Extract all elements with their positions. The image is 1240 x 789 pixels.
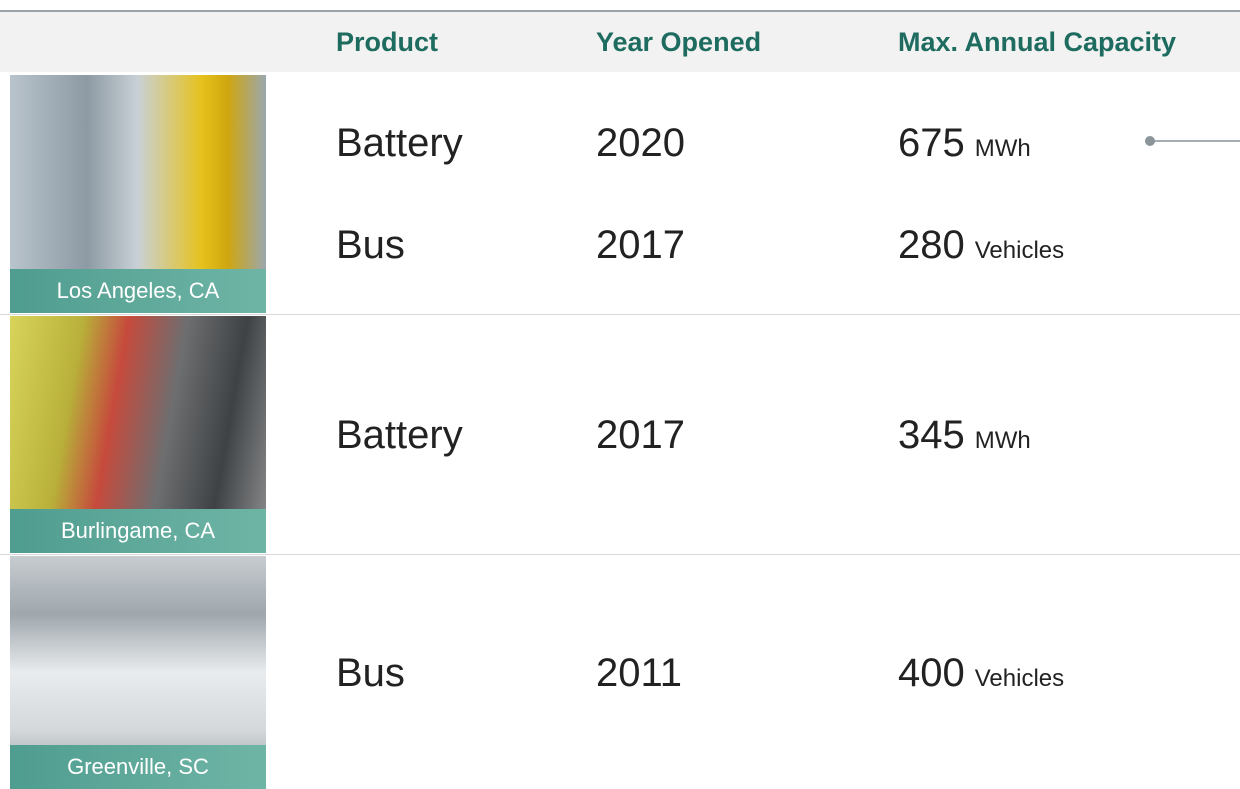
unit: MWh — [974, 135, 1031, 162]
year: 2020 — [596, 121, 685, 165]
year: 2017 — [596, 223, 685, 267]
product: Bus — [336, 650, 405, 695]
connector — [1145, 136, 1240, 146]
column-header: Product — [336, 27, 439, 57]
product: Battery — [336, 412, 463, 457]
capacity-cell: 345 MWh — [898, 410, 1031, 460]
capacity: 280 — [898, 223, 965, 267]
location-photo: Los Angeles, CA — [10, 75, 266, 313]
capacity-cell: 675 MWh — [898, 118, 1031, 168]
unit: Vehicles — [974, 664, 1065, 692]
location-label: Burlingame, CA — [10, 509, 266, 553]
row-divider — [0, 314, 1240, 315]
year: 2011 — [596, 650, 683, 695]
year: 2017 — [596, 412, 685, 457]
product: Bus — [336, 223, 405, 267]
unit: MWh — [974, 426, 1031, 454]
row-divider — [0, 554, 1240, 555]
capacity-cell: 280 Vehicles — [898, 220, 1064, 270]
product: Battery — [336, 121, 463, 165]
header-row: Product Year Opened Max. Annual Capacity — [0, 10, 1240, 72]
capacity-cell: 400 Vehicles — [898, 648, 1064, 698]
capacity: 675 — [898, 121, 965, 165]
capacity: 345 — [898, 412, 965, 457]
unit: Vehicles — [974, 237, 1065, 264]
location-label: Greenville, SC — [10, 745, 266, 789]
column-header: Year Opened — [596, 27, 762, 57]
capacity: 400 — [898, 650, 965, 695]
location-photo: Burlingame, CA — [10, 316, 266, 553]
location-label: Los Angeles, CA — [10, 269, 266, 313]
column-header: Max. Annual Capacity — [898, 27, 1177, 57]
location-photo: Greenville, SC — [10, 556, 266, 789]
